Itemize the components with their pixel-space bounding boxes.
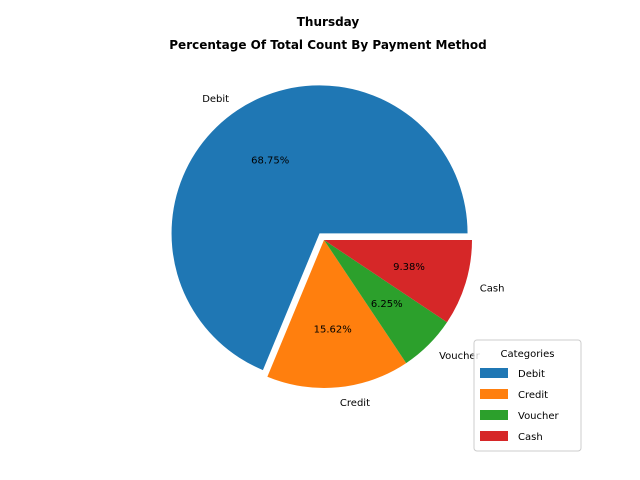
legend-title: Categories [501,349,555,360]
slice-label-voucher: Voucher [439,351,481,362]
legend: Categories Debit Credit Voucher Cash [473,339,582,452]
slice-percent-cash: 9.38% [393,262,425,273]
chart-title: Thursday [297,15,360,29]
legend-swatch-voucher [480,410,508,420]
legend-label-credit: Credit [518,390,548,401]
chart-subtitle: Percentage Of Total Count By Payment Met… [169,38,486,52]
slice-percent-credit: 15.62% [314,324,352,335]
legend-label-voucher: Voucher [518,411,560,422]
pie-slices [171,85,472,388]
legend-swatch-cash [480,431,508,441]
legend-items: Debit Credit Voucher Cash [480,368,560,443]
legend-swatch-credit [480,389,508,399]
pie-slice-cash [324,240,472,323]
legend-swatch-debit [480,368,508,378]
legend-label-debit: Debit [518,369,545,380]
slice-label-cash: Cash [480,283,505,294]
legend-label-cash: Cash [518,432,543,443]
legend-frame [473,339,582,452]
slice-label-debit: Debit [202,94,229,105]
pie-labels: Debit 68.75% Credit 15.62% Voucher 6.25% Cash 9… [202,94,504,409]
slice-percent-voucher: 6.25% [371,299,403,310]
pie-slice-credit [267,240,407,388]
slice-percent-debit: 68.75% [251,156,289,167]
pie-slice-voucher [324,240,448,364]
slice-label-credit: Credit [340,398,370,409]
pie-slice-debit [171,85,468,371]
